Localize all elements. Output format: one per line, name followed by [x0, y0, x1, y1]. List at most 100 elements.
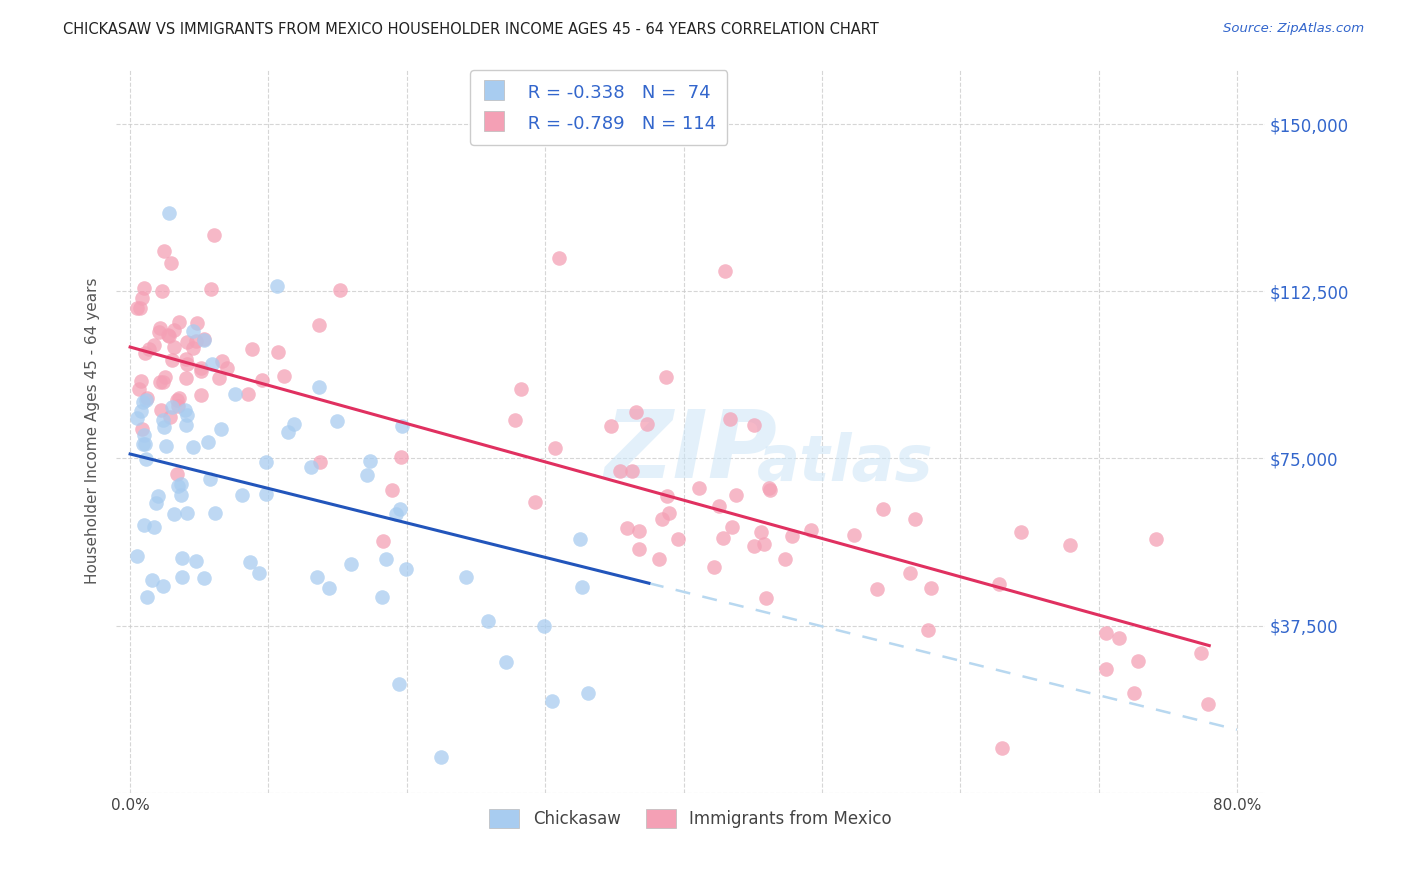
Point: [146, 489, 169, 503]
Point: [371, 590, 394, 604]
Point: [266, 279, 288, 293]
Point: [742, 539, 765, 553]
Point: [544, 441, 567, 455]
Point: [201, 357, 224, 371]
Point: [160, 400, 183, 414]
Point: [131, 422, 153, 436]
Text: CHICKASAW VS IMMIGRANTS FROM MEXICO HOUSEHOLDER INCOME AGES 45 - 64 YEARS CORREL: CHICKASAW VS IMMIGRANTS FROM MEXICO HOUS…: [63, 22, 879, 37]
Point: [389, 450, 412, 465]
Point: [170, 551, 193, 566]
Point: [152, 375, 174, 389]
Point: [174, 351, 197, 366]
Point: [193, 333, 215, 347]
Point: [252, 374, 274, 388]
Point: [707, 499, 730, 513]
Point: [647, 551, 669, 566]
Point: [301, 459, 323, 474]
Point: [181, 440, 204, 454]
Point: [1197, 697, 1219, 711]
Text: atlas: atlas: [758, 432, 934, 494]
Point: [142, 520, 165, 534]
Point: [224, 387, 246, 401]
Point: [236, 386, 259, 401]
Point: [988, 577, 1011, 591]
Point: [495, 656, 517, 670]
Point: [132, 395, 155, 409]
Point: [600, 419, 623, 434]
Point: [254, 486, 277, 500]
Point: [718, 412, 741, 426]
Point: [714, 264, 737, 278]
Point: [174, 417, 197, 432]
Point: [1010, 525, 1032, 540]
Point: [1123, 686, 1146, 700]
Point: [172, 569, 194, 583]
Point: [135, 590, 157, 604]
Point: [456, 570, 478, 584]
Point: [200, 282, 222, 296]
Point: [135, 393, 157, 408]
Point: [132, 281, 155, 295]
Point: [571, 580, 593, 594]
Point: [548, 251, 571, 265]
Point: [202, 227, 225, 242]
Point: [308, 455, 330, 469]
Point: [703, 560, 725, 574]
Point: [356, 468, 378, 483]
Point: [509, 382, 531, 396]
Point: [658, 506, 681, 520]
Point: [651, 512, 673, 526]
Point: [1095, 662, 1118, 676]
Point: [842, 527, 865, 541]
Point: [388, 677, 411, 691]
Point: [755, 591, 778, 605]
Point: [209, 422, 232, 436]
Point: [759, 483, 782, 498]
Point: [568, 532, 591, 546]
Point: [150, 402, 173, 417]
Point: [208, 370, 231, 384]
Point: [308, 380, 330, 394]
Point: [800, 523, 823, 537]
Point: [160, 353, 183, 368]
Point: [1059, 538, 1081, 552]
Point: [141, 573, 163, 587]
Point: [388, 501, 411, 516]
Point: [183, 324, 205, 338]
Point: [156, 327, 179, 342]
Point: [903, 511, 925, 525]
Point: [782, 529, 804, 543]
Point: [184, 554, 207, 568]
Point: [174, 371, 197, 385]
Point: [616, 521, 638, 535]
Point: [628, 524, 651, 539]
Point: [636, 417, 658, 432]
Point: [181, 342, 204, 356]
Point: [917, 623, 939, 637]
Point: [371, 534, 394, 549]
Point: [162, 340, 184, 354]
Point: [657, 489, 679, 503]
Point: [204, 507, 226, 521]
Point: [129, 404, 152, 418]
Point: [374, 552, 396, 566]
Point: [153, 420, 176, 434]
Point: [170, 476, 193, 491]
Point: [749, 524, 772, 539]
Point: [160, 256, 183, 270]
Point: [505, 412, 527, 426]
Point: [1144, 533, 1167, 547]
Point: [1126, 654, 1149, 668]
Point: [240, 342, 263, 356]
Point: [176, 358, 198, 372]
Point: [176, 506, 198, 520]
Point: [125, 411, 148, 425]
Point: [627, 541, 650, 556]
Text: Source: ZipAtlas.com: Source: ZipAtlas.com: [1223, 22, 1364, 36]
Point: [132, 428, 155, 442]
Point: [149, 320, 172, 334]
Point: [159, 409, 181, 424]
Point: [990, 741, 1012, 756]
Point: [143, 338, 166, 352]
Point: [134, 437, 156, 451]
